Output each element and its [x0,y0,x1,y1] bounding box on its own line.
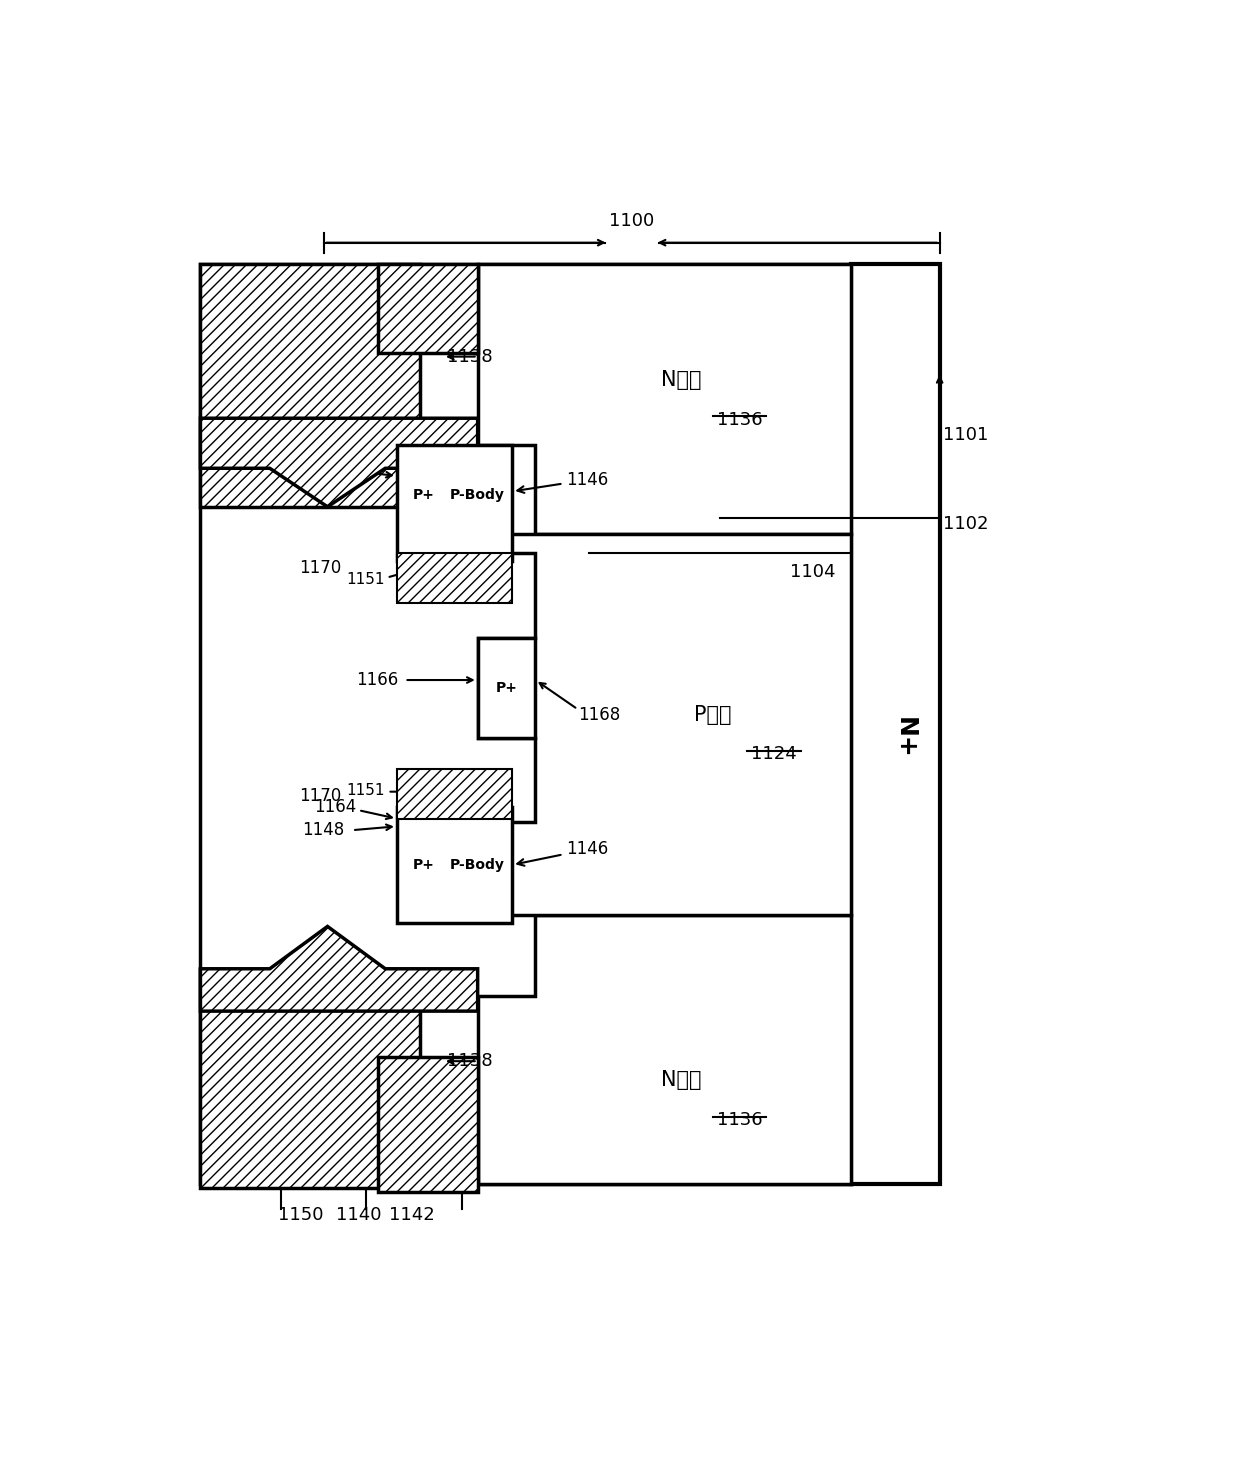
Text: 1101: 1101 [944,426,988,444]
Text: 1168: 1168 [578,706,620,723]
Text: 1102: 1102 [944,515,990,533]
Bar [377,264,477,353]
Bar [201,264,420,507]
Polygon shape [477,534,851,915]
Text: 1164: 1164 [314,798,356,815]
Polygon shape [201,419,477,507]
Text: 1166: 1166 [356,671,399,690]
Bar [397,445,512,561]
Text: 1124: 1124 [751,745,797,764]
Text: P+: P+ [413,488,435,502]
Text: 1148: 1148 [303,460,345,477]
Text: 1170: 1170 [299,559,341,577]
Bar [201,969,420,1189]
Text: 1136: 1136 [717,410,763,429]
Bar [397,769,512,818]
Bar [201,264,851,1184]
Text: N型柱: N型柱 [661,1070,702,1091]
Text: P-Body: P-Body [450,488,505,502]
Text: 1136: 1136 [717,1111,763,1129]
Text: P型柱: P型柱 [693,704,732,725]
Text: 1138: 1138 [446,1053,492,1070]
Text: 1148: 1148 [303,821,345,839]
Text: N+: N+ [893,717,918,758]
Text: 1146: 1146 [517,471,609,493]
Bar [477,638,536,738]
Polygon shape [477,915,851,1184]
Polygon shape [477,264,851,534]
Text: 1100: 1100 [609,212,655,230]
Bar [397,553,512,603]
Text: N型柱: N型柱 [661,370,702,389]
Bar [851,264,940,1184]
Bar [397,807,512,922]
Text: 1142: 1142 [389,1206,435,1224]
Bar [201,419,401,468]
Text: 1151: 1151 [347,572,386,587]
Text: 1104: 1104 [790,564,836,581]
Text: 1138: 1138 [446,347,492,366]
Text: P-Body: P-Body [450,858,505,873]
Text: 1146: 1146 [517,840,609,865]
Text: 1151: 1151 [347,783,386,798]
Text: 1140: 1140 [336,1206,381,1224]
Text: 1170: 1170 [299,786,341,805]
Bar [377,1057,477,1192]
Text: P+: P+ [413,858,435,873]
Polygon shape [201,927,477,1012]
Text: 1150: 1150 [278,1206,324,1224]
Text: P+: P+ [496,681,518,695]
